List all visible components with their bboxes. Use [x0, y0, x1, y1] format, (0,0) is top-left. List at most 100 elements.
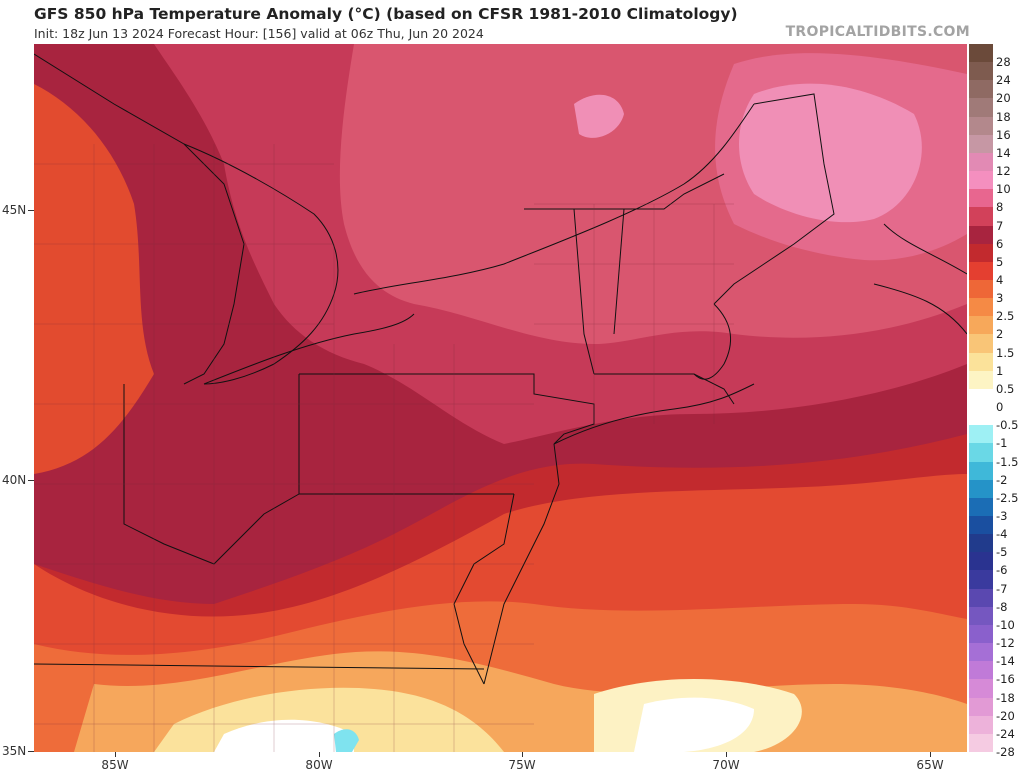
ohio-border — [123, 384, 300, 565]
colorbar-segment — [969, 388, 993, 408]
lon-tick-75w — [522, 752, 523, 757]
colorbar-label: 2 — [996, 327, 1004, 342]
anomaly-band-0-west — [214, 719, 354, 752]
nh-me-border — [613, 208, 625, 335]
colorbar-label: 28 — [996, 55, 1011, 70]
colorbar-label: -1 — [996, 436, 1008, 451]
colorbar-label: 10 — [996, 182, 1011, 197]
colorbar-label: -3 — [996, 509, 1008, 523]
colorbar-label: -28 — [996, 745, 1015, 759]
st-lawrence — [353, 103, 755, 295]
colorbar-segment — [969, 407, 993, 426]
colorbar-segment — [969, 588, 993, 608]
colorbar-segment — [969, 62, 993, 81]
lon-tick-85w — [115, 752, 116, 757]
watermark: TROPICALTIDBITS.COM — [785, 24, 970, 40]
anomaly-band-0 — [634, 697, 754, 752]
colorbar-segment — [969, 171, 993, 190]
colorbar-label: 14 — [996, 145, 1011, 160]
colorbar-label: -8 — [996, 599, 1008, 614]
nova-scotia — [883, 223, 967, 275]
colorbar-segment — [969, 261, 993, 281]
colorbar-segment — [969, 570, 993, 590]
colorbar-segment — [969, 243, 993, 263]
ma-border — [594, 373, 735, 405]
colorbar-segment — [969, 497, 993, 517]
colorbar-segment — [969, 733, 993, 753]
colorbar-label: 7 — [996, 218, 1004, 233]
maine-coast — [693, 303, 732, 380]
colorbar-label: 0 — [996, 400, 1004, 415]
colorbar-segment — [969, 479, 993, 499]
lat-tick-40n — [28, 480, 34, 481]
colorbar-label: -6 — [996, 563, 1008, 578]
colorbar-segment — [969, 280, 993, 299]
anomaly-band-12 — [739, 83, 922, 223]
colorbar-segment — [969, 606, 993, 626]
colorbar-segment — [969, 516, 993, 535]
colorbar-segment — [969, 225, 993, 245]
map-subtitle: Init: 18z Jun 13 2024 Forecast Hour: [15… — [34, 26, 484, 41]
colorbar-label: -18 — [996, 690, 1015, 705]
colorbar-label: -24 — [996, 726, 1015, 741]
colorbar-segment — [969, 461, 993, 481]
colorbar-label: 20 — [996, 91, 1011, 106]
colorbar-label: -0.5 — [996, 418, 1019, 433]
lon-label-65w: 65W — [916, 758, 944, 772]
colorbar-segment — [969, 370, 993, 390]
anomaly-patch-12 — [574, 94, 624, 138]
colorbar — [969, 44, 993, 753]
anomaly-band-cool — [334, 729, 359, 752]
colorbar-label: 18 — [996, 109, 1011, 124]
colorbar-label: 2.5 — [996, 309, 1015, 324]
colorbar-label: 1 — [996, 363, 1004, 378]
colorbar-label: -2.5 — [996, 490, 1019, 505]
colorbar-label: 8 — [996, 200, 1004, 215]
chesapeake — [453, 493, 515, 685]
colorbar-label: -14 — [996, 654, 1015, 669]
colorbar-segment — [969, 697, 993, 717]
colorbar-segment — [969, 44, 993, 63]
colorbar-label: 4 — [996, 273, 1004, 287]
colorbar-label: -1.5 — [996, 454, 1019, 469]
colorbar-segment — [969, 207, 993, 227]
colorbar-segment — [969, 134, 993, 154]
anomaly-field — [34, 44, 967, 752]
va-nc-border — [34, 663, 485, 670]
lat-label-45n: 45N — [2, 203, 27, 217]
colorbar-segment — [969, 643, 993, 662]
colorbar-label: 16 — [996, 127, 1011, 142]
anomaly-map — [34, 44, 967, 752]
lon-label-85w: 85W — [101, 758, 129, 772]
colorbar-segment — [969, 624, 993, 644]
colorbar-label: 3 — [996, 291, 1004, 306]
colorbar-label: 0.5 — [996, 381, 1015, 396]
colorbar-segment — [969, 189, 993, 208]
colorbar-label: 6 — [996, 236, 1004, 251]
map-title: GFS 850 hPa Temperature Anomaly (°C) (ba… — [34, 5, 738, 23]
lon-tick-65w — [930, 752, 931, 757]
lat-label-40n: 40N — [2, 473, 27, 487]
vt-nh-border — [573, 208, 595, 375]
colorbar-label: 1.5 — [996, 345, 1015, 360]
nova-scotia-coast — [873, 283, 967, 335]
colorbar-segment — [969, 298, 993, 317]
colorbar-segment — [969, 334, 993, 354]
colorbar-segment — [969, 425, 993, 444]
lat-tick-35n — [28, 751, 34, 752]
colorbar-segment — [969, 80, 993, 99]
colorbar-segment — [969, 443, 993, 463]
colorbar-label: 12 — [996, 164, 1011, 179]
lon-tick-70w — [726, 752, 727, 757]
colorbar-label: -4 — [996, 527, 1008, 542]
colorbar-segment — [969, 534, 993, 553]
colorbar-segment — [969, 552, 993, 571]
colorbar-segment — [969, 679, 993, 699]
colorbar-segment — [969, 715, 993, 735]
lon-label-75w: 75W — [508, 758, 536, 772]
colorbar-label: -2 — [996, 472, 1008, 487]
lake-erie-shore — [203, 313, 415, 385]
colorbar-segment — [969, 352, 993, 372]
lon-tick-80w — [319, 752, 320, 757]
colorbar-segment — [969, 116, 993, 136]
